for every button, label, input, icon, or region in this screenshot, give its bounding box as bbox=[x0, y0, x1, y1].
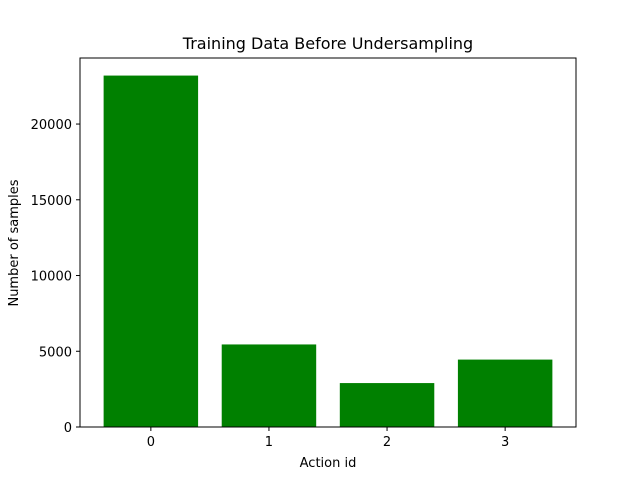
bar-1 bbox=[221, 344, 317, 427]
bars-layer bbox=[103, 75, 553, 428]
x-tick-label-2: 2 bbox=[383, 435, 391, 450]
y-tick-label-15000: 15000 bbox=[31, 194, 72, 209]
axes-layer bbox=[79, 57, 577, 428]
y-tick-label-20000: 20000 bbox=[31, 118, 72, 133]
bar-2 bbox=[339, 383, 435, 427]
y-axis-label: Number of samples bbox=[7, 179, 22, 306]
x-axis-label: Action id bbox=[300, 456, 357, 471]
y-tick-label-10000: 10000 bbox=[31, 270, 72, 285]
chart-title: Training Data Before Undersampling bbox=[182, 34, 473, 53]
x-tick-label-0: 0 bbox=[147, 435, 155, 450]
y-tick-label-0: 0 bbox=[64, 421, 72, 436]
bar-0 bbox=[103, 75, 199, 428]
x-tick-label-3: 3 bbox=[501, 435, 509, 450]
bar-3 bbox=[457, 359, 553, 427]
axes-frame bbox=[79, 57, 577, 428]
ticks-layer: 0 1 2 3 0 5000 10000 15000 20000 bbox=[31, 118, 510, 450]
y-tick-label-5000: 5000 bbox=[39, 345, 72, 360]
x-tick-label-1: 1 bbox=[265, 435, 273, 450]
